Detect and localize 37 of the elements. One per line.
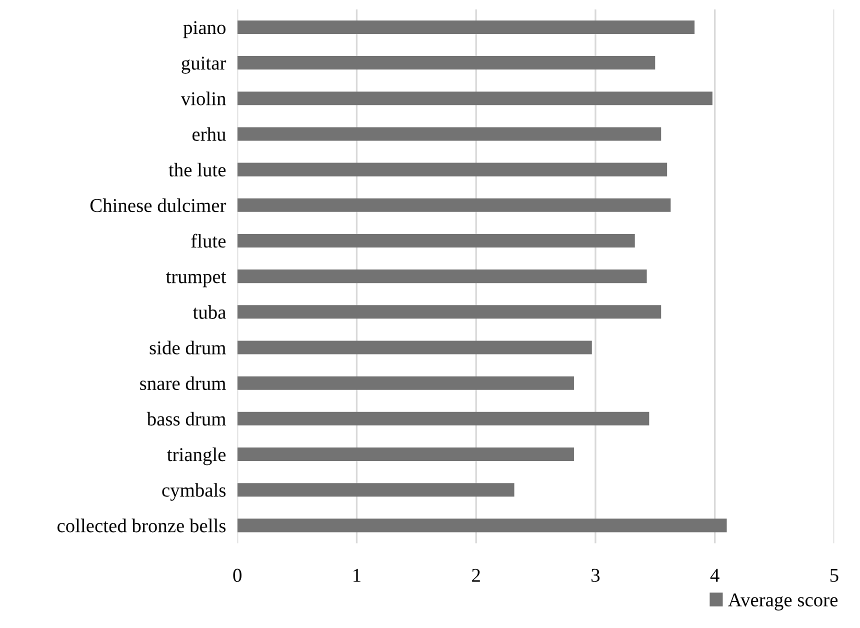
y-tick-label: flute xyxy=(191,234,226,248)
x-tick-label: 4 xyxy=(710,568,720,582)
y-tick-label: bass drum xyxy=(146,412,226,426)
bar xyxy=(237,340,592,354)
x-tick-label: 1 xyxy=(354,568,360,582)
y-tick-label: snare drum xyxy=(140,376,226,390)
y-tick-label: piano xyxy=(183,21,226,38)
y-tick-label: tuba xyxy=(192,305,226,319)
bar xyxy=(237,412,650,426)
bar xyxy=(237,234,635,248)
x-tick-label: 0 xyxy=(233,568,242,582)
y-tick-label: trumpet xyxy=(166,272,226,288)
bar xyxy=(237,270,647,284)
bar xyxy=(237,56,656,70)
x-tick-label: 2 xyxy=(472,568,480,582)
y-tick-label: collected bronze bells xyxy=(57,518,226,532)
y-tick-label: side drum xyxy=(150,340,226,354)
bar xyxy=(237,518,727,532)
bar xyxy=(237,127,662,141)
bar xyxy=(237,483,514,497)
y-tick-label: cymbals xyxy=(162,483,226,501)
y-tick-label: triangle xyxy=(167,448,226,466)
bar xyxy=(237,447,574,462)
bar xyxy=(237,162,668,176)
x-tick-label: 3 xyxy=(592,568,600,582)
bar xyxy=(237,198,671,212)
bar xyxy=(237,376,574,390)
y-tick-label: the lute xyxy=(168,162,226,176)
y-tick-label: guitar xyxy=(182,56,226,74)
y-tick-label: erhu xyxy=(192,127,226,141)
bar xyxy=(237,92,712,106)
bar xyxy=(237,20,695,34)
legend-label: Average score xyxy=(728,593,838,610)
y-tick-label: Chinese dulcimer xyxy=(90,198,226,212)
x-tick-label: 5 xyxy=(830,568,838,582)
bar xyxy=(237,305,662,319)
y-tick-label: violin xyxy=(180,92,226,106)
